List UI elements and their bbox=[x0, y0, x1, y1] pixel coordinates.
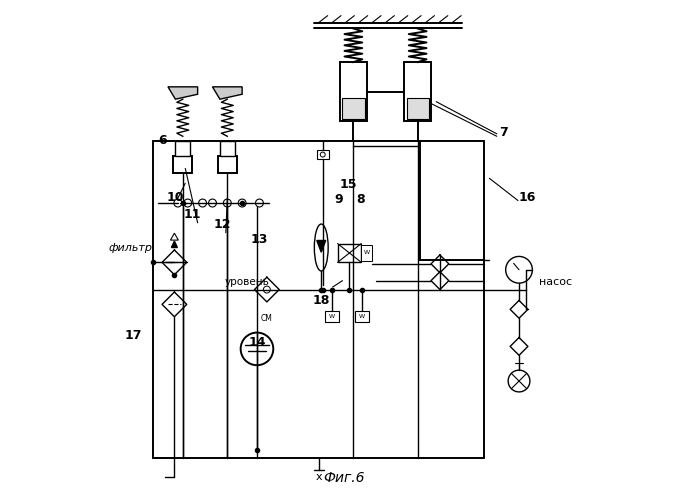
Bar bbox=[218, 156, 237, 174]
Bar bbox=[355, 312, 369, 322]
Bar bbox=[407, 98, 429, 119]
Text: 8: 8 bbox=[357, 193, 365, 206]
Text: 9: 9 bbox=[335, 193, 343, 206]
Text: W: W bbox=[329, 314, 335, 320]
Text: 10: 10 bbox=[167, 190, 184, 203]
Circle shape bbox=[256, 199, 263, 207]
Bar bbox=[340, 62, 367, 122]
Circle shape bbox=[320, 152, 325, 157]
Polygon shape bbox=[168, 87, 198, 99]
Bar bbox=[337, 244, 361, 262]
Polygon shape bbox=[212, 87, 242, 99]
Circle shape bbox=[263, 286, 270, 293]
Bar bbox=[404, 62, 431, 122]
Text: 15: 15 bbox=[339, 178, 357, 191]
Circle shape bbox=[184, 199, 192, 207]
Text: 12: 12 bbox=[214, 218, 231, 231]
Bar bbox=[325, 312, 339, 322]
Bar bbox=[342, 98, 365, 119]
Text: фильтр: фильтр bbox=[109, 242, 153, 252]
Circle shape bbox=[199, 199, 207, 207]
Circle shape bbox=[209, 199, 216, 207]
Text: W: W bbox=[363, 250, 370, 256]
Text: Фиг.6: Фиг.6 bbox=[323, 471, 364, 485]
Circle shape bbox=[240, 332, 273, 365]
Circle shape bbox=[506, 256, 532, 283]
Bar bbox=[317, 150, 328, 159]
Text: 7: 7 bbox=[499, 126, 508, 140]
Circle shape bbox=[508, 370, 530, 392]
Bar bbox=[361, 245, 372, 261]
Text: 13: 13 bbox=[251, 232, 268, 245]
Circle shape bbox=[223, 199, 232, 207]
Circle shape bbox=[238, 199, 246, 207]
Text: 16: 16 bbox=[519, 190, 537, 203]
Circle shape bbox=[174, 199, 182, 207]
Text: 14: 14 bbox=[248, 336, 266, 349]
Bar bbox=[173, 156, 192, 174]
Text: насос: насос bbox=[539, 277, 572, 287]
Bar bbox=[220, 141, 235, 156]
Text: 18: 18 bbox=[313, 294, 330, 308]
Polygon shape bbox=[172, 241, 177, 248]
Text: уровень: уровень bbox=[225, 277, 269, 287]
Text: 11: 11 bbox=[184, 208, 201, 221]
Bar bbox=[175, 141, 190, 156]
Text: СМ: СМ bbox=[261, 314, 273, 324]
Text: x: x bbox=[315, 472, 322, 482]
Text: W: W bbox=[359, 314, 365, 320]
Text: 6: 6 bbox=[159, 134, 168, 146]
Text: 17: 17 bbox=[124, 329, 142, 342]
Polygon shape bbox=[317, 240, 326, 252]
